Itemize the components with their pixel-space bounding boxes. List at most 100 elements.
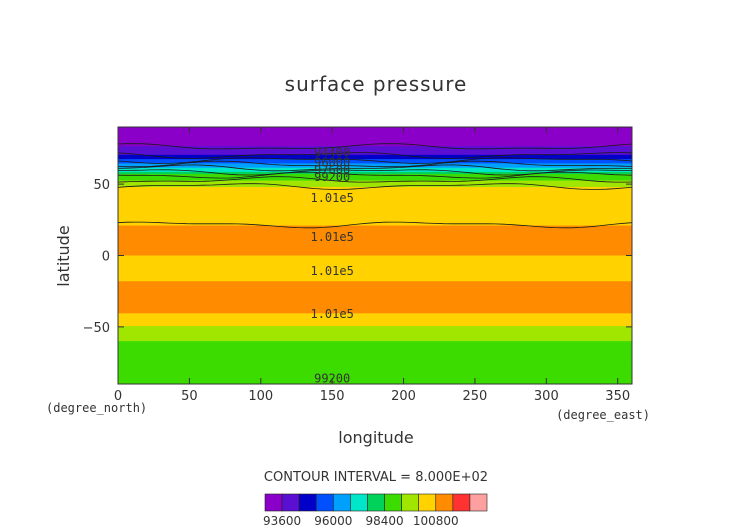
contour-labels: 944009600097600992001.01e51.01e51.01e51.… — [310, 146, 353, 384]
field-band — [118, 184, 632, 188]
field-band — [118, 317, 632, 321]
colorbar-swatch — [315, 493, 334, 512]
field-band — [118, 135, 632, 139]
field-band — [118, 249, 632, 252]
field-band — [118, 358, 632, 362]
x-tick-label: 50 — [181, 389, 198, 404]
field-band — [118, 244, 632, 248]
colorbar-tick-label: 100800 — [413, 514, 459, 528]
contour-label: 1.01e5 — [310, 191, 353, 205]
field-band — [118, 328, 632, 332]
field-band — [118, 223, 632, 227]
field-band — [118, 146, 632, 150]
contour-line — [118, 143, 632, 150]
field-band — [118, 272, 632, 276]
contour-label: 1.01e5 — [310, 230, 353, 244]
field-band — [118, 347, 632, 351]
field-band — [118, 296, 632, 299]
contour-lines — [118, 143, 632, 229]
field-band — [118, 212, 632, 216]
field-band — [118, 349, 632, 353]
field-band — [118, 150, 632, 154]
field-band — [118, 148, 632, 152]
colorbar-swatch — [264, 493, 283, 512]
colorbar-swatch — [333, 493, 351, 512]
colorbar-swatch — [281, 493, 300, 512]
contour-line — [118, 160, 632, 168]
field-band — [118, 204, 632, 207]
field-band — [118, 257, 632, 261]
field-band — [118, 302, 632, 306]
field-band — [118, 176, 632, 179]
field-band — [118, 264, 632, 267]
field-band — [118, 279, 632, 282]
field-band — [118, 159, 632, 162]
field-band — [118, 270, 632, 274]
x-tick-label: 300 — [534, 389, 559, 404]
x-tick-label: 150 — [320, 389, 345, 404]
contour-line — [118, 164, 632, 172]
field-band — [118, 354, 632, 357]
colorbar-swatch — [418, 493, 437, 512]
y-axis-label: latitude — [54, 225, 73, 286]
field-band — [118, 341, 632, 344]
field-band — [118, 324, 632, 327]
contour-label: 97600 — [314, 163, 350, 177]
field-band — [118, 294, 632, 297]
field-band — [118, 154, 632, 158]
field-band — [118, 219, 632, 222]
plot-area: 944009600097600992001.01e51.01e51.01e51.… — [118, 127, 632, 384]
field-band — [118, 186, 632, 190]
field-band — [118, 208, 632, 212]
field-band — [118, 240, 632, 244]
field-band — [118, 379, 632, 383]
field-band — [118, 193, 632, 197]
contour-line — [118, 176, 632, 183]
field-band — [118, 283, 632, 287]
field-band — [118, 210, 632, 214]
field-band — [118, 167, 632, 171]
field-band — [118, 195, 632, 199]
field-band — [118, 351, 632, 355]
field-band — [118, 360, 632, 364]
field-band — [118, 326, 632, 329]
field-band — [118, 216, 632, 220]
x-axis-label: longitude — [338, 428, 413, 447]
y-tick-label: 0 — [102, 250, 110, 265]
x-tick-label: 200 — [391, 389, 416, 404]
field-band — [118, 214, 632, 218]
field-band — [118, 133, 632, 137]
colorbar-swatch — [469, 493, 488, 512]
colorbar-swatch — [452, 493, 471, 512]
field-band — [118, 255, 632, 259]
field-band — [118, 234, 632, 237]
colorbar-swatch — [367, 493, 385, 512]
field-band — [118, 300, 632, 304]
chart-title: surface pressure — [285, 72, 468, 96]
field-band — [118, 251, 632, 254]
y-tick-label: 50 — [93, 178, 110, 193]
field-band — [118, 289, 632, 293]
field-band — [118, 276, 632, 280]
contour-label: 96000 — [314, 156, 350, 170]
field-band — [118, 199, 632, 203]
field-band — [118, 231, 632, 235]
x-tick-label: 250 — [463, 389, 488, 404]
colorbar — [264, 493, 488, 512]
contour-line — [118, 157, 632, 164]
contour-label: 94400 — [314, 146, 350, 160]
field-band — [118, 253, 632, 257]
field-band — [118, 242, 632, 246]
field-band — [118, 246, 632, 250]
contour-interval-text: CONTOUR INTERVAL = 8.000E+02 — [264, 470, 488, 485]
field-band — [118, 268, 632, 272]
field-band — [118, 274, 632, 278]
field-band — [118, 144, 632, 147]
field-band — [118, 298, 632, 302]
colorbar-swatch — [298, 493, 317, 512]
field-band — [118, 309, 632, 312]
field-band — [118, 161, 632, 165]
field-band — [118, 165, 632, 169]
field-band — [118, 311, 632, 314]
